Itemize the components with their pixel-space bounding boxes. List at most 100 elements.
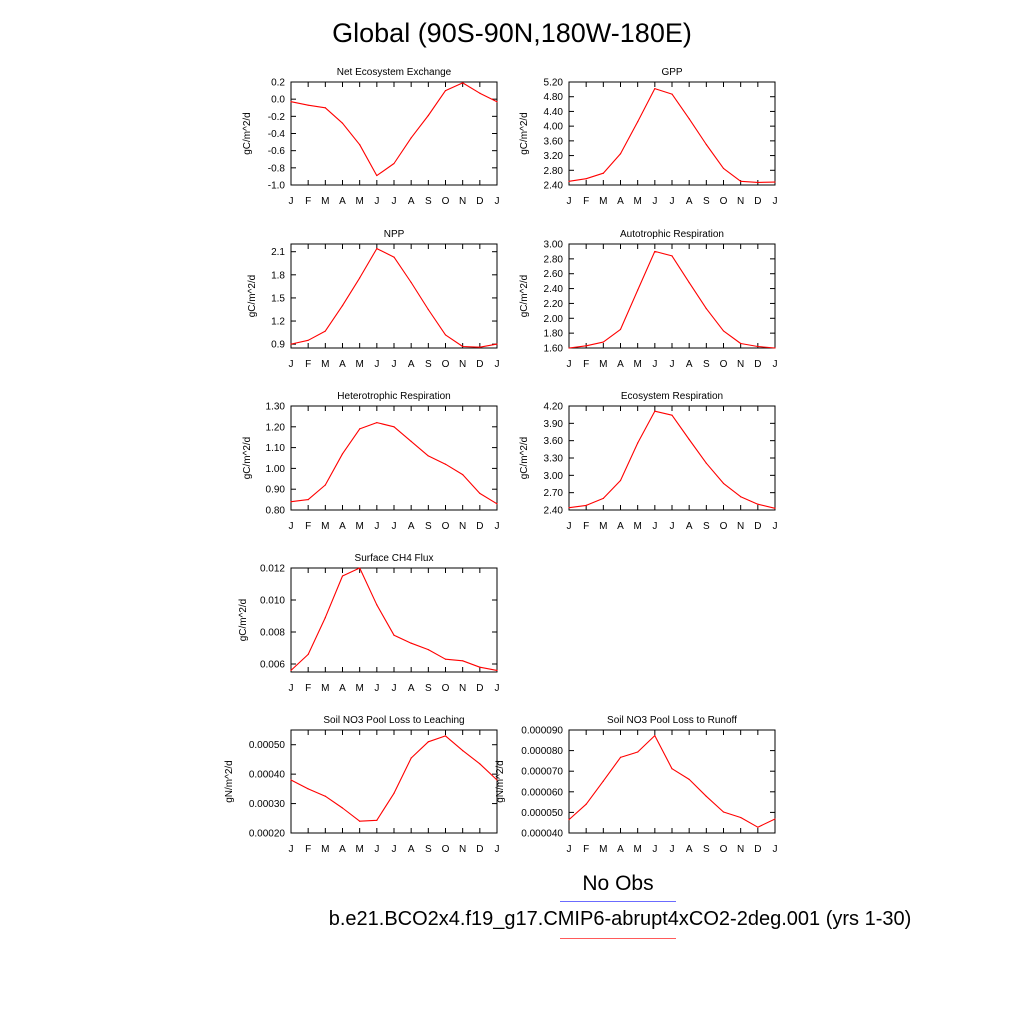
y-tick-label: 3.60 bbox=[544, 136, 564, 147]
x-tick-label: M bbox=[599, 521, 607, 532]
y-tick-label: 1.5 bbox=[271, 293, 285, 304]
legend-model-line bbox=[560, 938, 676, 939]
data-point bbox=[654, 88, 656, 90]
series-line bbox=[568, 735, 776, 828]
data-point bbox=[637, 289, 639, 291]
y-axis-label: gC/m^2/d bbox=[519, 275, 530, 318]
x-tick-label: M bbox=[321, 683, 329, 694]
x-tick-label: M bbox=[355, 521, 363, 532]
x-tick-label: F bbox=[305, 359, 311, 370]
x-tick-label: F bbox=[305, 521, 311, 532]
panel-title: Net Ecosystem Exchange bbox=[337, 67, 452, 78]
x-tick-label: A bbox=[339, 844, 346, 855]
data-point bbox=[757, 181, 759, 184]
data-point bbox=[740, 180, 742, 182]
data-point bbox=[341, 575, 344, 577]
data-point bbox=[376, 248, 378, 250]
x-tick-label: J bbox=[773, 359, 778, 370]
data-point bbox=[602, 780, 604, 782]
data-point bbox=[619, 328, 622, 331]
y-tick-label: 1.80 bbox=[544, 329, 564, 340]
x-tick-label: N bbox=[459, 683, 466, 694]
data-point bbox=[341, 305, 344, 307]
y-tick-label: 0.9 bbox=[271, 340, 285, 351]
data-point bbox=[376, 422, 378, 424]
data-point bbox=[393, 426, 395, 428]
x-tick-label: A bbox=[408, 844, 415, 855]
plot-frame bbox=[290, 81, 498, 186]
data-point bbox=[740, 342, 742, 345]
x-tick-label: F bbox=[583, 521, 589, 532]
x-tick-label: D bbox=[476, 844, 483, 855]
data-point bbox=[688, 118, 690, 120]
x-tick-label: N bbox=[737, 844, 744, 855]
y-tick-label: 1.20 bbox=[266, 422, 286, 433]
y-tick-label: 3.00 bbox=[544, 471, 564, 482]
data-point bbox=[462, 82, 464, 84]
data-point bbox=[341, 807, 344, 809]
x-tick-label: J bbox=[374, 196, 379, 207]
x-tick-label: A bbox=[686, 196, 693, 207]
data-point bbox=[359, 144, 361, 146]
y-tick-label: 4.40 bbox=[544, 107, 564, 118]
x-tick-label: S bbox=[703, 196, 710, 207]
data-point bbox=[444, 89, 447, 92]
plot-frame bbox=[568, 405, 776, 511]
data-point bbox=[479, 763, 481, 765]
data-point bbox=[462, 474, 464, 476]
y-tick-label: 0.80 bbox=[266, 506, 286, 517]
x-tick-label: J bbox=[374, 844, 379, 855]
x-tick-label: M bbox=[321, 521, 329, 532]
x-tick-label: S bbox=[425, 359, 432, 370]
data-point bbox=[427, 308, 429, 311]
data-point bbox=[705, 308, 707, 310]
x-tick-label: A bbox=[408, 521, 415, 532]
x-tick-label: J bbox=[392, 521, 397, 532]
x-tick-label: J bbox=[392, 359, 397, 370]
y-tick-label: 0.000090 bbox=[521, 726, 563, 737]
data-point bbox=[619, 756, 622, 758]
x-tick-label: N bbox=[459, 844, 466, 855]
data-point bbox=[462, 660, 464, 662]
x-tick-label: J bbox=[495, 683, 500, 694]
y-tick-label: 0.2 bbox=[271, 78, 285, 89]
y-axis-label: gC/m^2/d bbox=[238, 599, 249, 642]
data-point bbox=[496, 669, 498, 672]
y-tick-label: 1.2 bbox=[271, 317, 285, 328]
plot-frame bbox=[568, 243, 776, 349]
data-point bbox=[307, 104, 309, 106]
x-tick-label: M bbox=[633, 359, 641, 370]
x-tick-label: O bbox=[720, 359, 728, 370]
x-tick-label: D bbox=[754, 844, 761, 855]
x-tick-label: J bbox=[670, 196, 675, 207]
data-point bbox=[568, 819, 570, 821]
y-axis-label: gC/m^2/d bbox=[242, 112, 253, 155]
x-tick-label: J bbox=[652, 196, 657, 207]
x-tick-label: J bbox=[289, 844, 294, 855]
data-point bbox=[359, 277, 361, 279]
series-line bbox=[290, 422, 498, 505]
y-tick-label: 0.000080 bbox=[521, 746, 563, 757]
x-tick-label: F bbox=[583, 196, 589, 207]
x-tick-label: J bbox=[289, 359, 294, 370]
y-tick-label: 4.80 bbox=[544, 92, 564, 103]
y-axis-label: gC/m^2/d bbox=[519, 112, 530, 155]
y-tick-label: 0.000050 bbox=[521, 808, 563, 819]
y-tick-label: 0.000060 bbox=[521, 787, 563, 798]
data-point bbox=[427, 114, 429, 117]
x-tick-label: M bbox=[321, 196, 329, 207]
x-tick-label: S bbox=[425, 683, 432, 694]
data-point bbox=[393, 792, 395, 794]
x-tick-label: M bbox=[355, 359, 363, 370]
x-tick-label: J bbox=[567, 359, 572, 370]
y-axis-label: gC/m^2/d bbox=[242, 437, 253, 480]
x-tick-label: J bbox=[392, 196, 397, 207]
y-tick-label: 1.30 bbox=[266, 402, 286, 413]
data-point bbox=[444, 735, 447, 737]
y-axis-label: gN/m^2/d bbox=[495, 760, 506, 803]
data-point bbox=[376, 604, 378, 606]
data-point bbox=[427, 455, 429, 457]
data-point bbox=[688, 778, 690, 781]
data-point bbox=[757, 826, 759, 828]
data-point bbox=[774, 181, 776, 183]
